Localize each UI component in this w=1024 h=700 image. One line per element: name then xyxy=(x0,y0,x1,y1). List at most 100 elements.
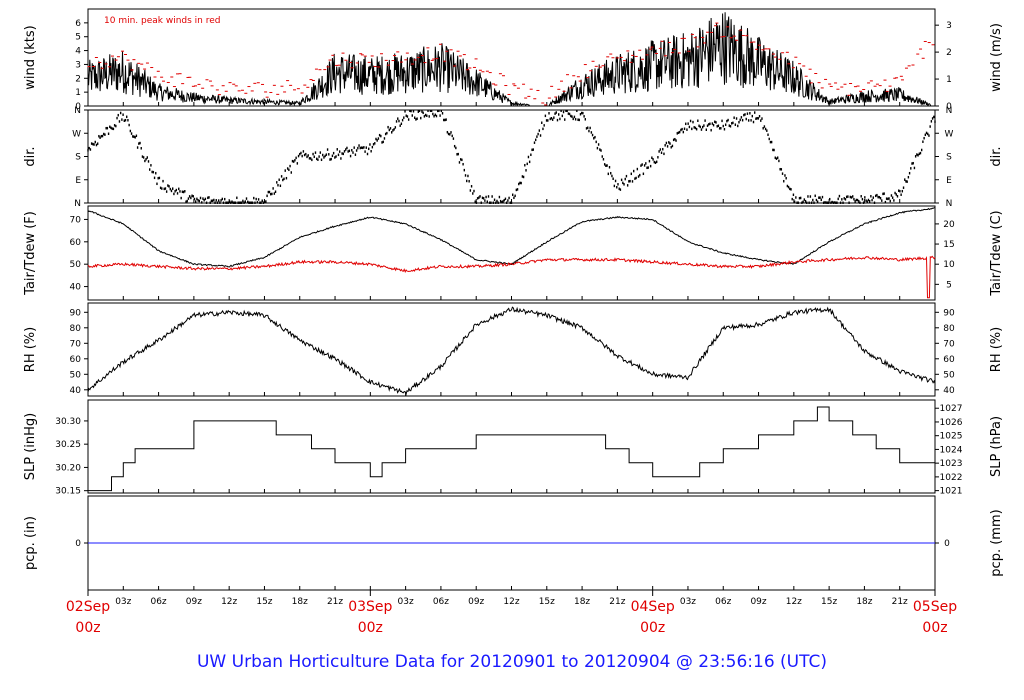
slp-ytick-label-right: 1021 xyxy=(940,487,963,497)
x-minor-label: 06z xyxy=(150,597,166,607)
x-major-time-label: 00z xyxy=(640,620,665,636)
x-minor-label: 12z xyxy=(503,597,519,607)
rh-ytick-label-right: 80 xyxy=(943,324,955,334)
rh-ytick-label-left: 50 xyxy=(70,370,82,380)
rh-ytick-label-left: 60 xyxy=(70,355,82,365)
x-minor-label: 15z xyxy=(821,597,837,607)
x-major-date-label: 03Sep xyxy=(348,599,392,615)
x-minor-label: 12z xyxy=(786,597,802,607)
x-minor-label: 09z xyxy=(186,597,202,607)
temp-ytick-label-left: 40 xyxy=(70,283,82,293)
peak-wind-annotation: 10 min. peak winds in red xyxy=(104,16,221,26)
pcp-ytick-label-right: 0 xyxy=(944,539,950,549)
wind-ytick-label-left: 2 xyxy=(75,74,81,84)
temp-ytick-label-right: 20 xyxy=(943,220,955,230)
ylabel-right-wind: wind (m/s) xyxy=(989,23,1004,92)
x-minor-label: 15z xyxy=(256,597,272,607)
rh-ytick-label-left: 70 xyxy=(70,339,82,349)
x-minor-label: 18z xyxy=(292,597,308,607)
slp-ytick-label-right: 1024 xyxy=(940,445,963,455)
x-major-time-label: 00z xyxy=(358,620,383,636)
slp-ytick-label-right: 1025 xyxy=(940,432,963,442)
ylabel-right-pcp: pcp. (mm) xyxy=(989,509,1004,576)
wind-ytick-label-right: 1 xyxy=(946,75,952,85)
dir-ytick-label-left: E xyxy=(75,176,81,186)
rh-ytick-label-right: 60 xyxy=(943,355,955,365)
rh-ytick-label-right: 50 xyxy=(943,370,955,380)
ylabel-right-temp: Tair/Tdew (C) xyxy=(989,210,1004,296)
rh-line xyxy=(87,306,936,396)
slp-ytick-label-right: 1026 xyxy=(940,418,963,428)
dir-ytick-label-right: N xyxy=(946,199,953,209)
temp-ytick-label-right: 5 xyxy=(946,280,952,290)
ylabel-left-dir: dir. xyxy=(23,146,38,166)
dir-ytick-label-right: E xyxy=(946,176,952,186)
slp-ytick-label-left: 30.15 xyxy=(55,487,81,497)
dir-ytick-label-left: S xyxy=(75,153,81,163)
x-major-date-label: 05Sep xyxy=(913,599,957,615)
dewpoint-line xyxy=(87,255,936,299)
dir-ytick-label-right: W xyxy=(945,129,954,139)
pcp-ytick-label-left: 0 xyxy=(75,539,81,549)
wind-ytick-label-right: 3 xyxy=(946,21,952,31)
rh-ytick-label-right: 70 xyxy=(943,339,955,349)
rh-ytick-label-right: 40 xyxy=(943,386,955,396)
wind-ytick-label-right: 0 xyxy=(946,102,952,112)
dir-ytick-label-left: W xyxy=(72,129,81,139)
rh-ytick-label-left: 90 xyxy=(70,308,82,318)
rh-ytick-label-right: 90 xyxy=(943,308,955,318)
x-minor-label: 06z xyxy=(433,597,449,607)
ylabel-left-temp: Tair/Tdew (F) xyxy=(23,211,38,296)
rh-ytick-label-left: 40 xyxy=(70,386,82,396)
x-major-date-label: 02Sep xyxy=(66,599,110,615)
x-minor-label: 09z xyxy=(468,597,484,607)
air-temp-line xyxy=(87,207,935,268)
temp-ytick-label-left: 60 xyxy=(70,238,82,248)
x-minor-label: 21z xyxy=(609,597,625,607)
wind-ytick-label-left: 4 xyxy=(75,47,81,57)
ylabel-left-rh: RH (%) xyxy=(23,327,38,372)
ylabel-right-slp: SLP (hPa) xyxy=(989,416,1004,477)
ylabel-right-dir: dir. xyxy=(989,146,1004,166)
slp-ytick-label-left: 30.20 xyxy=(55,463,81,473)
x-major-time-label: 00z xyxy=(922,620,947,636)
x-minor-label: 15z xyxy=(539,597,555,607)
temp-ytick-label-left: 70 xyxy=(70,215,82,225)
ylabel-right-rh: RH (%) xyxy=(989,327,1004,372)
footer-title: UW Urban Horticulture Data for 20120901 … xyxy=(196,652,828,672)
slp-ytick-label-left: 30.30 xyxy=(55,417,81,427)
wind-ytick-label-left: 5 xyxy=(75,33,81,43)
x-minor-label: 18z xyxy=(856,597,872,607)
wind-ytick-label-right: 2 xyxy=(946,48,952,58)
slp-step-line xyxy=(88,406,936,492)
slp-ytick-label-left: 30.25 xyxy=(55,440,81,450)
wind-ytick-label-left: 0 xyxy=(75,102,81,112)
x-minor-label: 12z xyxy=(221,597,237,607)
x-minor-label: 21z xyxy=(327,597,343,607)
panel-frame-temp xyxy=(87,205,936,301)
x-major-time-label: 00z xyxy=(75,620,100,636)
x-minor-label: 03z xyxy=(680,597,696,607)
slp-ytick-label-right: 1022 xyxy=(940,473,963,483)
rh-ytick-label-left: 80 xyxy=(70,324,82,334)
temp-ytick-label-right: 10 xyxy=(943,260,955,270)
dir-ytick-label-right: N xyxy=(946,106,953,116)
dir-ytick-label-left: N xyxy=(74,199,81,209)
ylabel-left-pcp: pcp. (in) xyxy=(23,516,38,570)
x-minor-label: 03z xyxy=(398,597,414,607)
wind-ytick-label-left: 3 xyxy=(75,60,81,70)
temp-ytick-label-right: 15 xyxy=(943,240,954,250)
ylabel-left-wind: wind (kts) xyxy=(23,25,38,89)
panel-frame-slp xyxy=(87,399,936,494)
x-minor-label: 03z xyxy=(115,597,131,607)
temp-ytick-label-left: 50 xyxy=(70,260,82,270)
x-major-date-label: 04Sep xyxy=(631,599,675,615)
wind-ytick-label-left: 6 xyxy=(75,19,81,29)
ylabel-left-slp: SLP (inHg) xyxy=(23,413,38,481)
x-minor-label: 21z xyxy=(892,597,908,607)
x-minor-label: 09z xyxy=(750,597,766,607)
wind-series-line xyxy=(87,12,935,107)
panel-frame-dir xyxy=(87,109,936,204)
x-minor-label: 18z xyxy=(574,597,590,607)
